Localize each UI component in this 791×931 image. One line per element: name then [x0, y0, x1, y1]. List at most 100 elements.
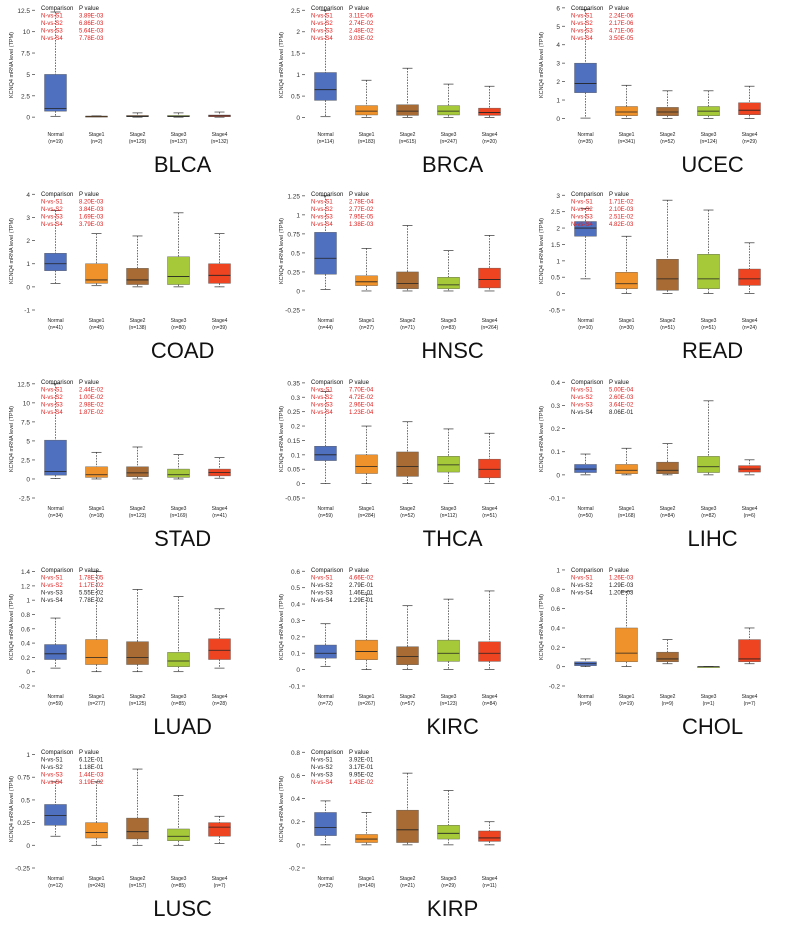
- sample-count-label: (n=85): [171, 701, 186, 707]
- comparison-label: N-vs-S4: [41, 410, 63, 416]
- box-stage4: Stage4(n=28): [208, 608, 231, 707]
- y-tick-label: 0.5: [551, 275, 560, 282]
- sample-count-label: (n=45): [89, 325, 104, 331]
- comparison-pvalue: 4.66E-02: [349, 576, 374, 582]
- sample-count-label: (n=6): [744, 513, 756, 519]
- box-stage1: Stage1(n=2): [85, 115, 108, 145]
- iqr-box: [85, 263, 108, 284]
- legend-header-pvalue: P value: [349, 750, 370, 756]
- legend-header-pvalue: P value: [349, 192, 370, 198]
- iqr-box: [437, 639, 460, 662]
- comparison-pvalue: 7.95E-05: [349, 215, 374, 221]
- box-normal: Normal(n=32): [314, 800, 337, 889]
- comparison-pvalue: 1.20E-03: [609, 591, 634, 597]
- y-tick-label: 0.1: [551, 449, 560, 456]
- iqr-box: [44, 74, 67, 112]
- box-stage2: Stage2(n=71): [396, 225, 419, 331]
- sample-count-label: (n=169): [170, 513, 188, 519]
- iqr-box: [355, 454, 378, 474]
- sample-count-label: (n=114): [317, 139, 334, 145]
- y-tick-label: 1.4: [21, 569, 30, 576]
- comparison-pvalue: 3.92E-01: [349, 758, 374, 764]
- y-tick-label: 0: [26, 284, 30, 291]
- sample-count-label: (n=51): [701, 325, 716, 331]
- comparison-pvalue: 2.48E-02: [349, 29, 374, 35]
- legend-header-comparison: Comparison: [311, 750, 343, 756]
- category-label: Stage3: [701, 506, 717, 512]
- sample-count-label: (n=59): [318, 513, 333, 519]
- chart-title: HNSC: [421, 338, 483, 363]
- comparison-label: N-vs-S1: [571, 388, 593, 394]
- iqr-box: [738, 102, 761, 115]
- comparison-pvalue: 2.24E-06: [609, 14, 634, 20]
- y-tick-label: 2.5: [291, 8, 300, 15]
- chart-title: LUSC: [153, 896, 212, 921]
- y-tick-label: 2: [26, 238, 30, 245]
- sample-count-label: (n=284): [358, 513, 376, 519]
- iqr-box: [314, 72, 337, 101]
- comparison-pvalue: 2.79E-01: [349, 583, 374, 589]
- y-tick-label: 0: [556, 291, 560, 298]
- category-label: Stage3: [701, 318, 717, 324]
- y-tick-label: -0.25: [285, 308, 300, 315]
- legend-header-pvalue: P value: [79, 6, 100, 12]
- box-stage4: Stage4(n=29): [738, 85, 761, 145]
- y-tick-label: 0.3: [291, 618, 300, 625]
- comparison-pvalue: 6.86E-03: [79, 21, 104, 27]
- sample-count-label: (n=41): [212, 513, 227, 519]
- comparison-label: N-vs-S2: [41, 21, 63, 27]
- category-label: Stage2: [130, 876, 146, 882]
- y-tick-label: 0.4: [21, 641, 30, 648]
- legend-header-pvalue: P value: [79, 192, 100, 198]
- y-tick-label: 2: [296, 29, 300, 36]
- category-label: Stage3: [701, 132, 717, 138]
- y-tick-label: 0: [556, 116, 560, 123]
- sample-count-label: (n=123): [129, 513, 147, 519]
- comparison-pvalue: 1.23E-04: [349, 410, 374, 416]
- category-label: Stage4: [482, 694, 498, 700]
- sample-count-label: (n=137): [170, 139, 188, 145]
- box-stage1: Stage1(n=168): [615, 447, 638, 519]
- y-tick-label: 0: [556, 472, 560, 479]
- y-tick-label: 0.5: [291, 585, 300, 592]
- sample-count-label: (n=132): [211, 139, 229, 145]
- category-label: Stage2: [660, 132, 676, 138]
- category-label: Stage1: [619, 132, 635, 138]
- category-label: Normal: [577, 506, 593, 512]
- comparison-pvalue: 1.43E-02: [349, 780, 374, 786]
- comparison-pvalue: 2.17E-06: [609, 21, 634, 27]
- box-stage2: Stage2(n=57): [396, 605, 419, 707]
- comparison-label: N-vs-S4: [41, 780, 63, 786]
- comparison-pvalue: 2.77E-02: [349, 207, 374, 213]
- legend-header-comparison: Comparison: [41, 192, 73, 198]
- comparison-label: N-vs-S3: [311, 215, 333, 221]
- sample-count-label: (n=183): [358, 139, 376, 145]
- category-label: Normal: [47, 876, 63, 882]
- comparison-pvalue: 1.71E-02: [609, 200, 634, 206]
- category-label: Stage2: [400, 694, 416, 700]
- iqr-box: [396, 809, 419, 843]
- comparison-label: N-vs-S4: [311, 36, 333, 42]
- chart-panel-lihc: -0.1 0 0.1 0.2 0.3 0.4 KCNQ4 mRNA level (TPM) N…: [539, 380, 761, 551]
- iqr-box: [126, 466, 149, 477]
- sample-count-label: (n=35): [578, 139, 593, 145]
- comparison-label: N-vs-S2: [571, 207, 593, 213]
- legend-header-pvalue: P value: [79, 568, 100, 574]
- sample-count-label: (n=19): [619, 701, 634, 707]
- category-label: Stage1: [359, 132, 375, 138]
- sample-count-label: (n=24): [742, 325, 757, 331]
- comparison-pvalue: 3.64E-02: [609, 403, 634, 409]
- chart-panel-luad: -0.2 0 0.2 0.4 0.6 0.8 1 1.2 1.4 KCNQ4 mRNA level…: [9, 568, 231, 739]
- category-label: Stage4: [212, 318, 228, 324]
- sample-count-label: (n=615): [399, 139, 417, 145]
- y-tick-label: 5: [26, 438, 30, 445]
- iqr-box: [396, 104, 419, 116]
- category-label: Stage2: [400, 506, 416, 512]
- sample-count-label: (n=21): [400, 883, 415, 889]
- y-tick-label: 0: [296, 842, 300, 849]
- y-tick-label: 0.3: [551, 403, 560, 410]
- comparison-label: N-vs-S3: [311, 29, 333, 35]
- category-label: Stage2: [130, 694, 146, 700]
- legend-header-comparison: Comparison: [311, 568, 343, 574]
- box-stage2: Stage2(n=123): [126, 446, 149, 519]
